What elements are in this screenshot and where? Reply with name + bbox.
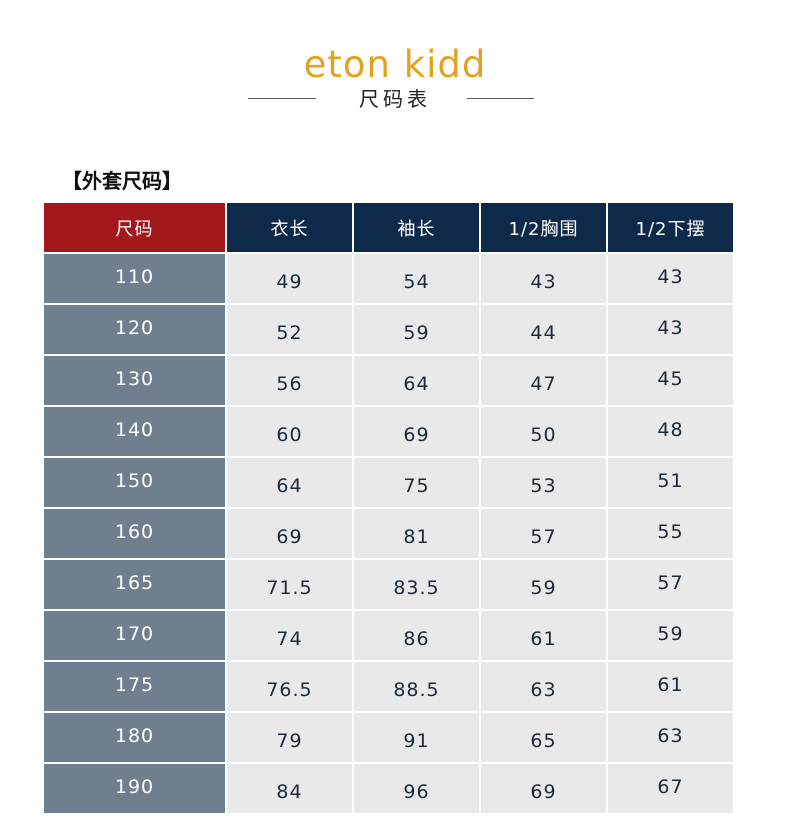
section-title: 【外套尺码】 (62, 169, 182, 193)
half-hem-cell: 59 (608, 611, 733, 660)
size-cell: 130 (44, 356, 225, 405)
half-hem-cell: 43 (608, 305, 733, 354)
length-cell: 76.5 (227, 662, 352, 711)
size-cell: 140 (44, 407, 225, 456)
size-cell: 190 (44, 764, 225, 813)
sleeve-cell: 91 (354, 713, 479, 762)
length-cell: 49 (227, 254, 352, 303)
subtitle-rule-left (248, 98, 316, 99)
subtitle-rule-right (467, 98, 534, 99)
size-cell: 150 (44, 458, 225, 507)
half-chest-cell: 50 (481, 407, 606, 456)
size-cell: 180 (44, 713, 225, 762)
sleeve-cell: 64 (354, 356, 479, 405)
sleeve-cell: 81 (354, 509, 479, 558)
header-half-hem: 1/2下摆 (608, 203, 733, 252)
half-chest-cell: 47 (481, 356, 606, 405)
size-table: 尺码 衣长 袖长 1/2胸围 1/2下摆 110 49 54 43 43 120 52 59 4… (44, 203, 733, 813)
sleeve-cell: 75 (354, 458, 479, 507)
header-size: 尺码 (44, 203, 225, 252)
length-cell: 60 (227, 407, 352, 456)
half-chest-cell: 43 (481, 254, 606, 303)
length-cell: 84 (227, 764, 352, 813)
size-cell: 120 (44, 305, 225, 354)
length-cell: 74 (227, 611, 352, 660)
header-length: 衣长 (227, 203, 352, 252)
length-cell: 52 (227, 305, 352, 354)
header-sleeve: 袖长 (354, 203, 479, 252)
half-hem-cell: 51 (608, 458, 733, 507)
half-hem-cell: 61 (608, 662, 733, 711)
half-hem-cell: 43 (608, 254, 733, 303)
header-half-chest: 1/2胸围 (481, 203, 606, 252)
half-hem-cell: 67 (608, 764, 733, 813)
sleeve-cell: 83.5 (354, 560, 479, 609)
brand-logo-text: eton kidd (303, 43, 487, 86)
half-chest-cell: 65 (481, 713, 606, 762)
length-cell: 64 (227, 458, 352, 507)
sleeve-cell: 86 (354, 611, 479, 660)
half-chest-cell: 53 (481, 458, 606, 507)
size-cell: 165 (44, 560, 225, 609)
length-cell: 69 (227, 509, 352, 558)
half-chest-cell: 63 (481, 662, 606, 711)
half-chest-cell: 61 (481, 611, 606, 660)
page-subtitle: 尺码表 (359, 87, 431, 111)
half-hem-cell: 57 (608, 560, 733, 609)
length-cell: 56 (227, 356, 352, 405)
sleeve-cell: 59 (354, 305, 479, 354)
sleeve-cell: 54 (354, 254, 479, 303)
half-chest-cell: 59 (481, 560, 606, 609)
sleeve-cell: 69 (354, 407, 479, 456)
size-cell: 160 (44, 509, 225, 558)
length-cell: 79 (227, 713, 352, 762)
half-hem-cell: 45 (608, 356, 733, 405)
length-cell: 71.5 (227, 560, 352, 609)
half-hem-cell: 48 (608, 407, 733, 456)
half-hem-cell: 63 (608, 713, 733, 762)
sleeve-cell: 96 (354, 764, 479, 813)
half-chest-cell: 69 (481, 764, 606, 813)
half-chest-cell: 44 (481, 305, 606, 354)
size-cell: 110 (44, 254, 225, 303)
size-cell: 170 (44, 611, 225, 660)
half-hem-cell: 55 (608, 509, 733, 558)
sleeve-cell: 88.5 (354, 662, 479, 711)
size-cell: 175 (44, 662, 225, 711)
subtitle-row: 尺码表 (0, 85, 790, 113)
half-chest-cell: 57 (481, 509, 606, 558)
